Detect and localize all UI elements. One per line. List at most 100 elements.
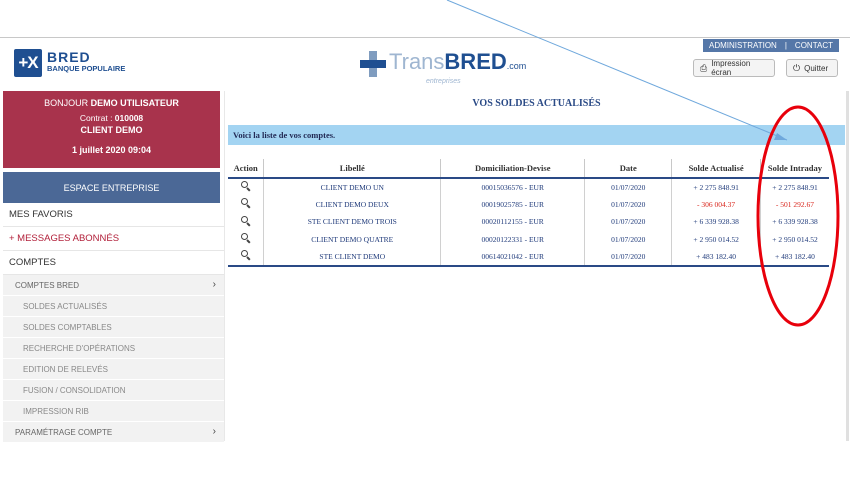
contract: Contrat : 010008 [79, 113, 144, 123]
solde-cell: + 483 182.40 [671, 248, 761, 267]
transbred-light: Trans [389, 49, 445, 74]
greeting: BONJOUR DEMO UTILISATEUR [44, 98, 179, 108]
domiciliation-cell: 00614021042 - EUR [440, 248, 585, 267]
printer-icon: ⎙ [700, 62, 708, 73]
chevron-right-icon: › [212, 426, 216, 437]
transbred-cross-icon [360, 51, 386, 77]
libelle-cell: CLIENT DEMO QUATRE [263, 230, 441, 248]
date-cell: 01/07/2020 [584, 195, 672, 213]
column-header: Action [228, 159, 264, 179]
libelle-cell: STE CLIENT DEMO [263, 248, 441, 267]
comptes-bred-label: COMPTES BRED [15, 280, 80, 290]
magnifier-icon[interactable] [240, 198, 251, 209]
date-cell: 01/07/2020 [584, 230, 672, 248]
domiciliation-cell: 00015036576 - EUR [440, 178, 585, 196]
magnifier-icon[interactable] [240, 250, 251, 261]
magnifier-icon[interactable] [240, 215, 251, 227]
transbred-subtitle: entreprises [426, 78, 461, 85]
sidebar-item-comptes-bred[interactable]: COMPTES BRED › [3, 275, 224, 296]
solde-cell: + 2 950 014.52 [671, 230, 761, 248]
sidebar-item-impression-rib[interactable]: IMPRESSION RIB [3, 401, 224, 422]
domiciliation-cell: 00019025785 - EUR [440, 195, 585, 213]
page-frame [0, 37, 850, 445]
annotation-arrow-head [774, 133, 787, 140]
welcome-panel: BONJOUR DEMO UTILISATEUR Contrat : 01000… [3, 91, 220, 168]
espace-entreprise-button[interactable]: ESPACE ENTREPRISE [3, 172, 220, 203]
date-cell: 01/07/2020 [584, 248, 672, 267]
login-datetime: 1 juillet 2020 09:04 [71, 145, 152, 155]
intraday-cell: + 6 339 928.38 [759, 213, 829, 231]
column-header: Libellé [263, 159, 441, 179]
intraday-cell: + 2 275 848.91 [759, 178, 829, 196]
sidebar-item-soldes-actualises[interactable]: SOLDES ACTUALISÉS [3, 296, 224, 317]
sidebar-item-parametrage[interactable]: PARAMÉTRAGE COMPTE › [3, 422, 224, 443]
solde-cell: + 2 275 848.91 [671, 178, 761, 196]
libelle-cell: STE CLIENT DEMO TROIS [263, 213, 441, 231]
solde-cell: + 6 339 928.38 [671, 213, 761, 231]
sidebar-item-favoris[interactable]: MES FAVORIS [3, 203, 224, 227]
libelle-cell: CLIENT DEMO UN [263, 178, 441, 196]
print-screen-button[interactable]: ⎙ Impression écran [693, 59, 775, 77]
bred-logo-text: BRED BANQUE POPULAIRE [47, 49, 126, 74]
date-cell: 01/07/2020 [584, 213, 672, 231]
bred-logo[interactable]: +X BRED BANQUE POPULAIRE [14, 48, 125, 78]
bred-name: BRED [47, 49, 91, 65]
magnifier-icon[interactable] [240, 181, 251, 192]
sidebar-item-messages[interactable]: + MESSAGES ABONNÉS [3, 227, 224, 251]
transbred-com: .com [506, 61, 527, 71]
date-cell: 01/07/2020 [584, 178, 672, 196]
sidebar-item-fusion-consolidation[interactable]: FUSION / CONSOLIDATION [3, 380, 224, 401]
sidebar-item-soldes-comptables[interactable]: SOLDES COMPTABLES [3, 317, 224, 338]
chevron-right-icon: › [212, 279, 216, 290]
bred-logo-icon: +X [14, 49, 42, 77]
power-icon: ⏻ [793, 62, 801, 73]
domiciliation-cell: 00020112155 - EUR [440, 213, 585, 231]
sidebar-item-edition-releves[interactable]: EDITION DE RELEVÉS [3, 359, 224, 380]
transbred-bold: BRED [444, 49, 507, 74]
libelle-cell: CLIENT DEMO DEUX [263, 195, 441, 213]
transbred-wordmark: TransBRED.com entreprises [389, 49, 527, 86]
info-bar: Voici la liste de vos comptes. [228, 125, 845, 145]
bred-subtitle: BANQUE POPULAIRE [47, 64, 126, 73]
column-header: Solde Actualisé [671, 159, 761, 179]
quit-button[interactable]: ⏻ Quitter [786, 59, 838, 77]
print-screen-label: Impression écran [711, 59, 751, 77]
table-header-row: Action Libellé Domiciliation-Devise Date… [228, 159, 829, 179]
nav-contact[interactable]: CONTACT [794, 41, 833, 50]
domiciliation-cell: 00020122331 - EUR [440, 230, 585, 248]
table-row: CLIENT DEMO DEUX 00019025785 - EUR 01/07/2… [228, 195, 829, 214]
action-cell[interactable] [228, 196, 264, 214]
parametrage-label: PARAMÉTRAGE COMPTE [15, 427, 113, 437]
action-cell[interactable] [228, 213, 264, 231]
transbred-logo: TransBRED.com entreprises [360, 47, 527, 86]
page-title: VOS SOLDES ACTUALISÉS [472, 98, 601, 109]
table-row: STE CLIENT DEMO 00614021042 - EUR 01/07/20… [228, 248, 829, 267]
annotation-arrow-line [446, 0, 788, 141]
action-cell[interactable] [228, 248, 264, 267]
sidebar-item-comptes[interactable]: COMPTES [3, 251, 224, 275]
accounts-table: Action Libellé Domiciliation-Devise Date… [228, 159, 829, 267]
magnifier-icon[interactable] [240, 233, 251, 244]
action-cell[interactable] [228, 178, 264, 196]
user-name: DEMO UTILISATEUR [90, 98, 179, 108]
table-row: STE CLIENT DEMO TROIS 00020112155 - EUR 01… [228, 213, 829, 231]
sidebar-item-recherche-operations[interactable]: RECHERCHE D'OPÉRATIONS [3, 338, 224, 359]
scrollbar[interactable] [846, 91, 849, 441]
nav-administration[interactable]: ADMINISTRATION [708, 41, 777, 50]
column-header: Domiciliation-Devise [440, 159, 585, 179]
annotation-circle [756, 105, 840, 327]
intraday-cell: + 2 950 014.52 [759, 230, 829, 248]
nav-separator: | [784, 41, 787, 50]
table-row: CLIENT DEMO UN 00015036576 - EUR 01/07/202… [228, 178, 829, 196]
column-header: Date [584, 159, 672, 179]
client-name: CLIENT DEMO [80, 125, 143, 135]
action-cell[interactable] [228, 231, 264, 249]
contract-number: 010008 [114, 113, 144, 123]
table-row: CLIENT DEMO QUATRE 00020122331 - EUR 01/07… [228, 230, 829, 249]
solde-cell: - 306 004.37 [671, 195, 761, 213]
sidebar-menu: MES FAVORIS + MESSAGES ABONNÉS COMPTES C… [3, 203, 224, 443]
divider [224, 91, 225, 441]
top-nav: ADMINISTRATION | CONTACT [703, 39, 839, 52]
quit-label: Quitter [804, 63, 829, 73]
